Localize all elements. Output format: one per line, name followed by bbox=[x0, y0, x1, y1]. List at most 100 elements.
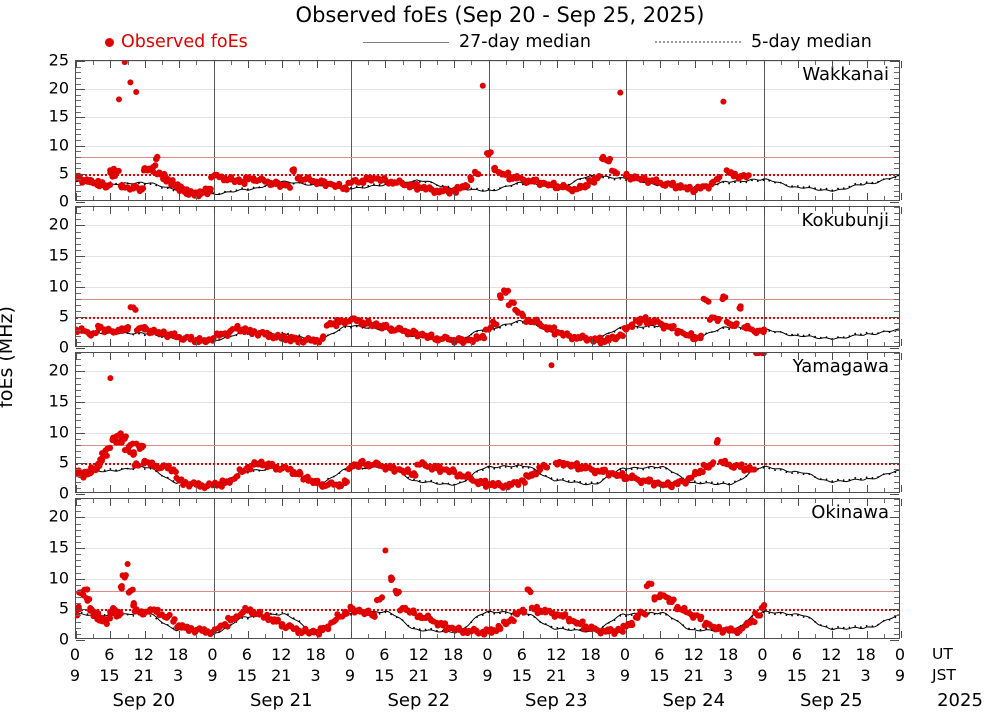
x-tick-top-minor bbox=[849, 207, 851, 211]
y-tick-minor-right bbox=[894, 541, 899, 543]
y-tick-minor bbox=[76, 554, 81, 556]
x-tick-top bbox=[419, 61, 421, 68]
x-tick-bottom-minor bbox=[196, 488, 198, 492]
y-tick-minor-right bbox=[894, 128, 899, 130]
y-tick-minor bbox=[76, 123, 81, 125]
x-tick-top-minor bbox=[780, 499, 782, 503]
plot-area-yamagawa bbox=[76, 353, 899, 492]
y-tick-minor-right bbox=[894, 190, 899, 192]
x-tick-top-minor bbox=[711, 61, 713, 65]
y-tick-minor-right bbox=[894, 481, 899, 483]
y-tick-minor-right bbox=[894, 505, 899, 507]
y-tick-major bbox=[76, 225, 85, 227]
x-tick-top bbox=[454, 499, 456, 506]
y-tick-minor-right bbox=[894, 627, 899, 629]
x-tick-top bbox=[729, 61, 731, 68]
x-tick-top bbox=[626, 499, 627, 506]
y-tick-major bbox=[76, 432, 85, 434]
y-tick-minor bbox=[76, 535, 81, 537]
y-tick-minor-right bbox=[894, 268, 899, 270]
x-tick-top-minor bbox=[333, 353, 335, 357]
x-tick-top bbox=[247, 61, 249, 68]
x-tick-bottom bbox=[179, 339, 181, 346]
legend-item-27day-median: 27-day median bbox=[363, 30, 591, 54]
y-tick-minor bbox=[76, 438, 81, 440]
y-tick-major-right bbox=[890, 463, 899, 465]
x-tick-bottom-minor bbox=[677, 342, 679, 346]
y-tick-major bbox=[76, 89, 85, 91]
ut-tick-label: 18 bbox=[442, 645, 464, 664]
x-tick-top-minor bbox=[574, 61, 576, 65]
y-tick-major-right bbox=[890, 173, 899, 175]
y-tick-minor-right bbox=[894, 72, 899, 74]
y-tick-minor bbox=[76, 128, 81, 130]
ut-tick-label: 0 bbox=[344, 645, 356, 664]
x-tick-bottom-minor bbox=[677, 634, 679, 638]
x-tick-bottom-minor bbox=[780, 634, 782, 638]
jst-tick-label: 9 bbox=[344, 666, 356, 685]
ut-tick-label: 18 bbox=[855, 645, 876, 664]
x-tick-top-minor bbox=[815, 499, 817, 503]
x-tick-bottom bbox=[488, 193, 490, 200]
x-tick-bottom bbox=[351, 631, 352, 638]
x-tick-top-minor bbox=[711, 499, 713, 503]
series-layer bbox=[76, 61, 899, 200]
x-tick-bottom-minor bbox=[711, 342, 713, 346]
ut-tick-label: 12 bbox=[821, 645, 842, 664]
x-tick-bottom-minor bbox=[643, 196, 645, 200]
x-tick-top-minor bbox=[780, 353, 782, 357]
y-tick-minor-right bbox=[894, 444, 899, 446]
x-tick-bottom bbox=[282, 485, 284, 492]
x-tick-top bbox=[660, 61, 662, 68]
solid-line-icon bbox=[363, 41, 449, 43]
x-tick-bottom bbox=[282, 339, 284, 346]
x-tick-top-minor bbox=[677, 499, 679, 503]
series-layer bbox=[76, 287, 899, 346]
x-tick-top bbox=[179, 207, 181, 214]
x-tick-top-minor bbox=[505, 499, 507, 503]
ut-tick-label: 12 bbox=[408, 645, 429, 664]
y-tick-minor-right bbox=[894, 469, 899, 471]
jst-tick-label: 9 bbox=[69, 666, 81, 685]
gridline-y bbox=[76, 548, 899, 550]
panel-kokubunji: Kokubunji bbox=[75, 206, 902, 349]
x-tick-bottom-minor bbox=[643, 634, 645, 638]
y-tick-minor-right bbox=[894, 365, 899, 367]
x-tick-bottom bbox=[763, 339, 765, 346]
jst-tick-label: 3 bbox=[448, 666, 459, 685]
x-tick-bottom bbox=[660, 193, 662, 200]
x-tick-top bbox=[591, 61, 593, 68]
x-tick-bottom-minor bbox=[677, 196, 679, 200]
gridline-y bbox=[76, 286, 899, 288]
y-tick-minor-right bbox=[894, 487, 899, 489]
ut-tick-label: 6 bbox=[516, 645, 527, 664]
x-tick-bottom-minor bbox=[746, 488, 748, 492]
x-tick-bottom-minor bbox=[471, 488, 473, 492]
y-tick-minor-right bbox=[894, 106, 899, 108]
x-tick-bottom bbox=[660, 631, 662, 638]
x-tick-top-minor bbox=[436, 207, 438, 211]
x-tick-top-minor bbox=[540, 207, 542, 211]
x-tick-top bbox=[179, 61, 181, 68]
x-tick-bottom-minor bbox=[402, 634, 404, 638]
y-tick-minor-right bbox=[894, 529, 899, 531]
x-tick-bottom bbox=[419, 631, 421, 638]
x-tick-bottom-minor bbox=[711, 488, 713, 492]
y-tick-minor-right bbox=[894, 151, 899, 153]
x-tick-bottom bbox=[454, 485, 456, 492]
y-tick-major-right bbox=[890, 432, 899, 434]
x-tick-bottom-minor bbox=[574, 196, 576, 200]
y-tick-minor-right bbox=[894, 139, 899, 141]
y-tick-minor bbox=[76, 168, 81, 170]
y-tick-minor bbox=[76, 237, 81, 239]
x-tick-bottom bbox=[110, 339, 112, 346]
x-tick-top-minor bbox=[711, 353, 713, 357]
x-tick-bottom bbox=[316, 631, 318, 638]
y-tick-minor bbox=[76, 106, 81, 108]
y-tick-minor bbox=[76, 481, 81, 483]
x-tick-bottom-minor bbox=[230, 342, 232, 346]
x-tick-top bbox=[660, 207, 662, 214]
x-tick-bottom bbox=[179, 193, 181, 200]
y-tick-minor-right bbox=[894, 603, 899, 605]
ut-row-label: UT bbox=[932, 645, 953, 663]
